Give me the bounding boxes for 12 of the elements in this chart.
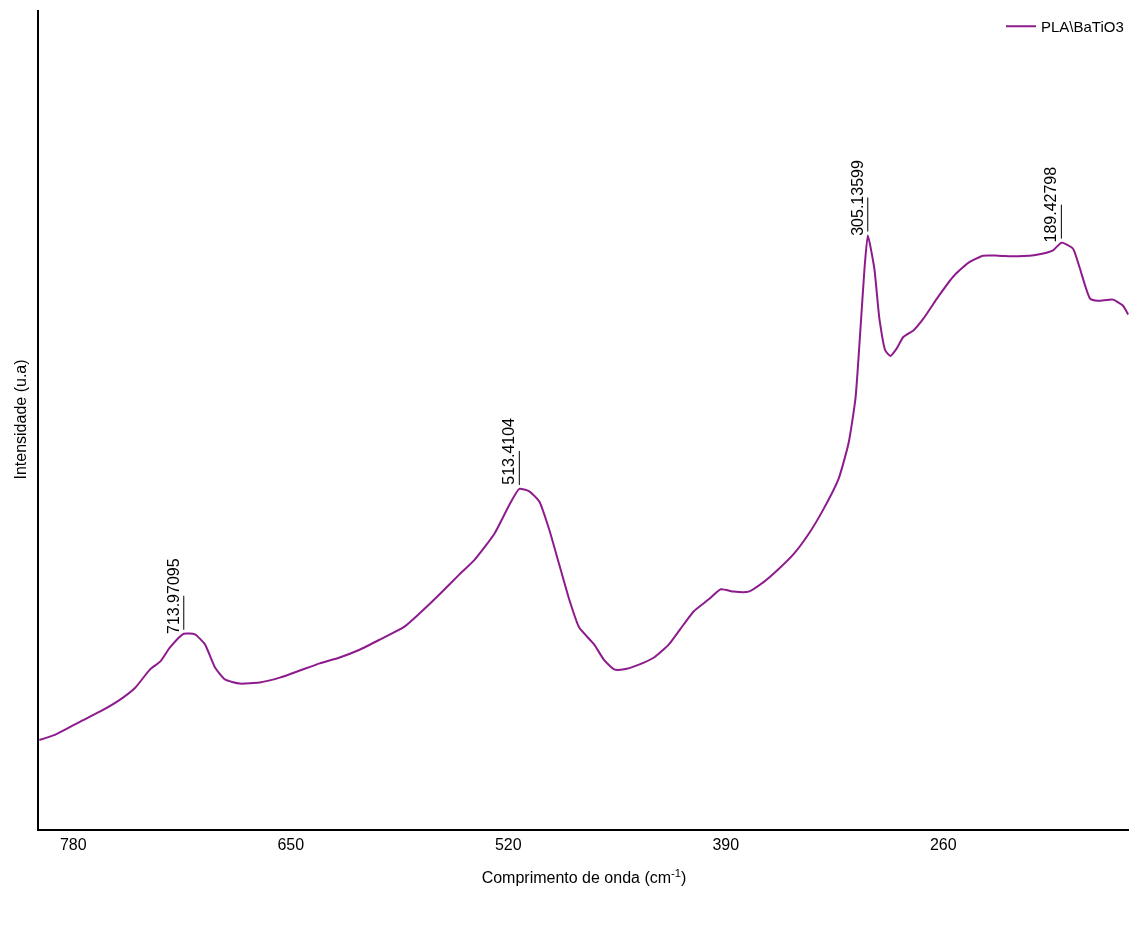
x-tick-label: 780	[59, 836, 87, 854]
x-tick-label: 390	[712, 836, 740, 854]
y-axis-title: Intensidade (u.a)	[12, 359, 30, 480]
x-axis-title: Comprimento de onda (cm$^{-1}$)	[481, 866, 687, 887]
annotation: 305.13599	[848, 160, 866, 236]
legend-label: PLA\BaTiO3	[1041, 18, 1124, 36]
x-tick-label: 650	[277, 836, 305, 854]
x-tick-label: 520	[494, 836, 522, 854]
x-tick-label: 260	[929, 836, 957, 854]
annotation: 189.42798	[1042, 166, 1060, 243]
annotation: 513.4104	[499, 417, 517, 485]
annotation: 713.97095	[164, 558, 182, 635]
